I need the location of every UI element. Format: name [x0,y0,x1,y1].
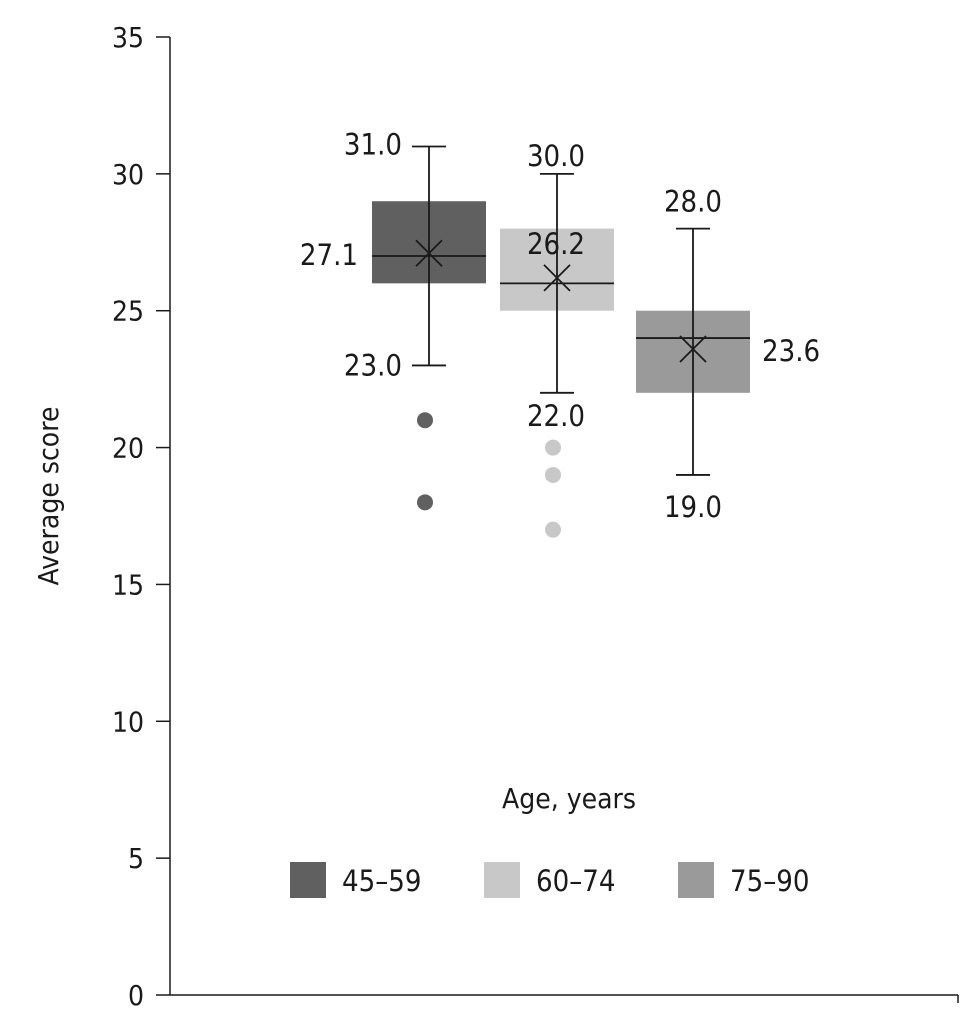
min-label: 19.0 [664,490,722,524]
legend-label: 45–59 [342,864,421,898]
mean-label: 23.6 [762,334,820,368]
min-label: 22.0 [527,399,585,433]
legend-swatch [484,862,520,898]
legend-label: 60–74 [536,864,615,898]
box-group-2 [500,172,614,538]
legend-item: 45–59 [290,862,421,898]
outlier-point [545,466,561,483]
axes: 0 5 10 15 20 25 30 35 Average score [32,21,959,1012]
legend-item: 60–74 [484,862,615,898]
box-group-1 [372,145,486,511]
y-tick-label: 25 [112,295,144,328]
legend-item: 75–90 [678,862,809,898]
legend-title: Age, years [502,782,636,815]
min-label: 23.0 [344,348,402,382]
max-label: 30.0 [527,139,585,173]
mean-label: 26.2 [527,227,585,261]
outlier-point [545,439,561,456]
max-label: 28.0 [664,185,722,219]
boxes [372,145,750,538]
y-tick-label: 0 [128,979,144,1012]
mean-marker [679,335,707,363]
outlier-point [545,521,561,538]
mean-marker [415,239,443,267]
y-tick-label: 15 [112,568,144,601]
box-group-3 [636,227,750,476]
mean-label: 27.1 [300,238,358,272]
y-tick-label: 30 [112,158,144,191]
y-tick-label: 20 [112,432,144,465]
y-tick-label: 35 [112,21,144,54]
max-label: 31.0 [344,127,402,161]
y-tick-label: 10 [112,705,144,738]
y-tick-label: 5 [128,842,144,875]
mean-marker [543,264,571,292]
legend-label: 75–90 [730,864,809,898]
value-labels: 31.0 23.0 27.1 30.0 22.0 26.2 28.0 19.0 23.6 [300,127,820,523]
outlier-point [417,494,433,511]
legend: Age, years 45–59 60–74 75–90 [290,782,809,898]
outlier-point [417,412,433,429]
y-axis-title: Average score [32,407,65,586]
legend-swatch [290,862,326,898]
legend-swatch [678,862,714,898]
